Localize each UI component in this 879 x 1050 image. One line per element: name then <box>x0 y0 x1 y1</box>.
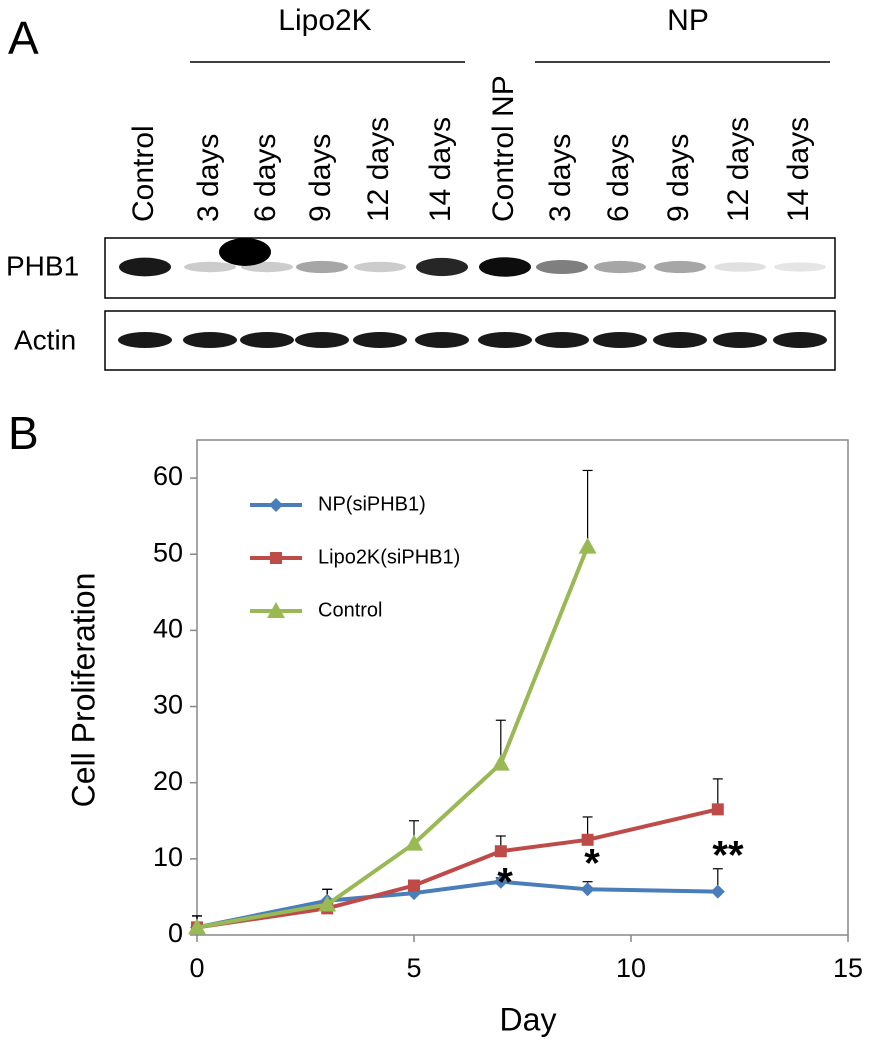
lane-label: Control NP <box>487 75 520 222</box>
lane-label: 14 days <box>782 117 815 222</box>
blot-smudge <box>219 238 271 266</box>
band <box>415 332 469 348</box>
x-tick-label: 5 <box>406 953 421 983</box>
y-tick-label: 0 <box>168 918 183 948</box>
y-tick-label: 50 <box>153 537 183 567</box>
band <box>354 261 406 273</box>
marker <box>267 602 285 618</box>
lane-label: Control <box>127 125 160 222</box>
lane-label: 12 days <box>722 117 755 222</box>
lane-label: 6 days <box>602 134 635 222</box>
band <box>654 260 706 274</box>
marker <box>405 834 423 851</box>
band <box>479 257 531 277</box>
marker <box>491 754 510 771</box>
marker <box>580 882 595 897</box>
x-tick-label: 10 <box>616 953 646 983</box>
band <box>416 257 468 277</box>
band <box>773 332 827 348</box>
y-tick-label: 20 <box>153 766 183 796</box>
series-line <box>196 545 590 930</box>
band <box>240 332 294 348</box>
lane-label: 14 days <box>424 117 457 222</box>
series-line <box>196 807 719 930</box>
band <box>184 261 236 273</box>
annotation: ** <box>712 834 744 878</box>
y-axis-title: Cell Proliferation <box>65 573 101 808</box>
band <box>118 332 172 348</box>
lane-label: 3 days <box>544 134 577 222</box>
band <box>536 260 588 274</box>
band <box>714 262 766 272</box>
marker <box>270 552 282 564</box>
y-tick-label: 10 <box>153 842 183 872</box>
band <box>353 332 407 348</box>
y-tick-label: 30 <box>153 690 183 720</box>
band <box>296 260 348 274</box>
legend-label: Lipo2K(siPHB1) <box>318 546 460 568</box>
group-label: NP <box>667 4 709 37</box>
x-axis-title: Day <box>500 1001 557 1037</box>
panel-letter: B <box>8 407 39 459</box>
lane-label: 9 days <box>304 134 337 222</box>
marker <box>493 874 508 889</box>
band <box>713 332 767 348</box>
marker <box>494 845 507 858</box>
row-label: Actin <box>14 324 76 355</box>
x-tick-label: 15 <box>833 953 863 983</box>
band <box>594 260 646 274</box>
y-tick-label: 60 <box>153 461 183 491</box>
legend-label: NP(siPHB1) <box>318 493 426 515</box>
band <box>653 332 707 348</box>
band <box>593 332 647 348</box>
marker <box>188 918 206 935</box>
y-tick-label: 40 <box>153 614 183 644</box>
annotation: * <box>497 861 513 905</box>
plot-frame <box>196 439 849 936</box>
band <box>535 332 589 348</box>
lane-label: 6 days <box>249 134 282 222</box>
group-label: Lipo2K <box>278 4 371 37</box>
x-tick-label: 0 <box>189 953 204 983</box>
row-label: PHB1 <box>6 250 79 281</box>
marker <box>710 884 725 899</box>
band <box>183 332 237 348</box>
marker <box>318 895 337 912</box>
panel-letter: A <box>8 12 39 64</box>
marker <box>269 498 283 512</box>
marker <box>711 803 724 816</box>
lane-label: 9 days <box>662 134 695 222</box>
annotation: * <box>584 842 600 886</box>
marker <box>408 879 420 892</box>
band <box>478 332 532 348</box>
series-line <box>196 879 718 930</box>
marker <box>578 537 597 554</box>
band <box>295 332 349 348</box>
marker <box>581 833 594 846</box>
band <box>774 262 826 272</box>
band <box>119 257 171 277</box>
legend-label: Control <box>318 599 382 621</box>
lane-label: 3 days <box>192 134 225 222</box>
lane-label: 12 days <box>362 117 395 222</box>
